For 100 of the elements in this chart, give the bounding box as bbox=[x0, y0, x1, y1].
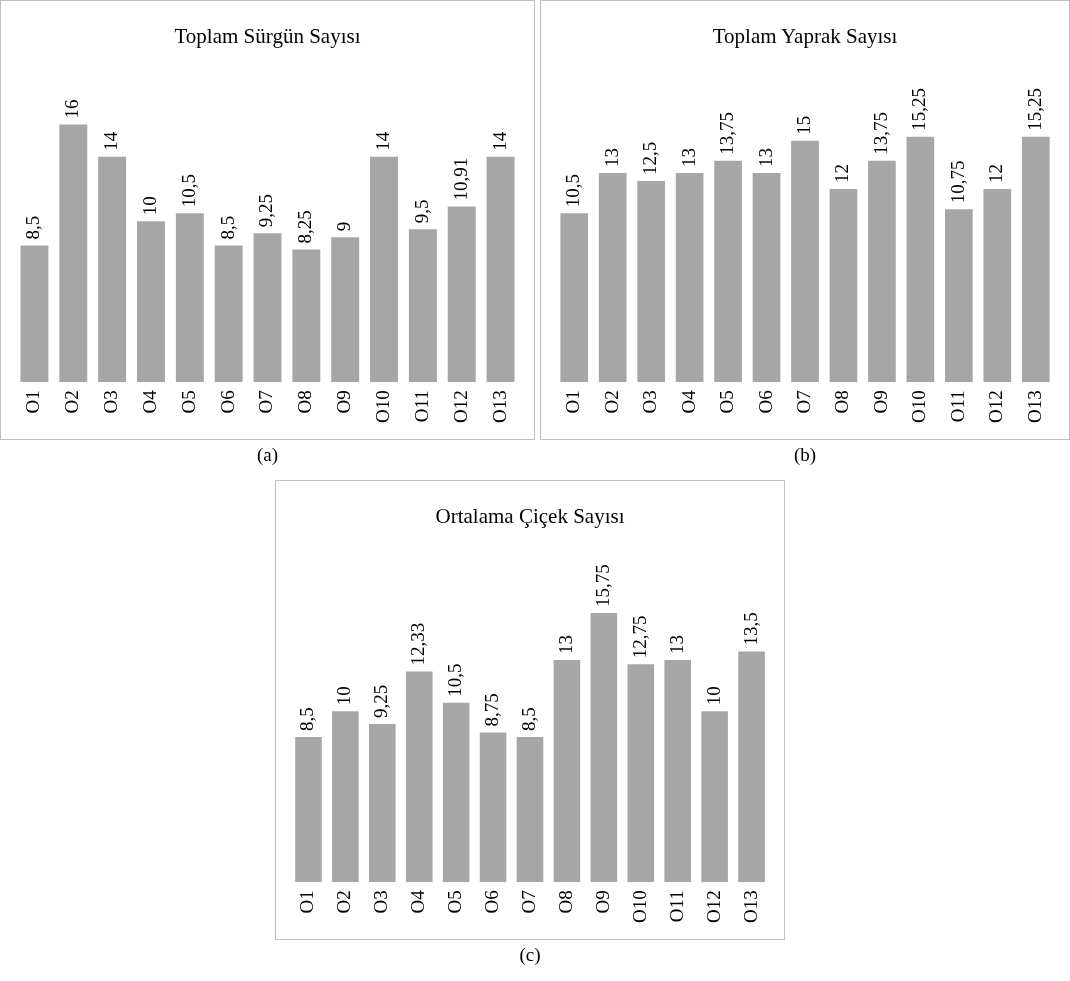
bar bbox=[447, 206, 476, 383]
data-label: 15,25 bbox=[908, 87, 930, 131]
bar bbox=[560, 213, 589, 383]
data-label: 10,5 bbox=[562, 173, 584, 208]
data-label: 12 bbox=[985, 164, 1007, 184]
bar bbox=[868, 160, 896, 383]
bar bbox=[598, 172, 627, 383]
data-label: 10,75 bbox=[946, 160, 968, 204]
data-label: 8,25 bbox=[294, 210, 316, 244]
chart-title: Toplam Yaprak Sayısı bbox=[712, 24, 898, 49]
bar bbox=[175, 213, 204, 383]
bar bbox=[98, 156, 127, 383]
data-label: 13,5 bbox=[739, 612, 761, 646]
data-label: 15 bbox=[792, 115, 814, 135]
x-tick-label: O2 bbox=[61, 390, 83, 414]
x-tick-label: O4 bbox=[677, 389, 699, 414]
bar bbox=[516, 736, 544, 883]
x-tick-label: O9 bbox=[869, 390, 891, 414]
x-tick-label: O13 bbox=[739, 890, 761, 924]
bar bbox=[664, 659, 691, 883]
x-tick-label: O7 bbox=[255, 390, 277, 414]
x-tick-label: O6 bbox=[754, 390, 776, 414]
x-tick-label: O10 bbox=[908, 390, 930, 424]
data-label: 13 bbox=[677, 147, 699, 167]
x-tick-label: O12 bbox=[985, 390, 1007, 424]
data-label: 8,5 bbox=[22, 215, 44, 240]
data-label: 13,75 bbox=[716, 112, 738, 155]
data-label: 9 bbox=[333, 221, 355, 232]
bar bbox=[405, 671, 433, 883]
data-label: 14 bbox=[372, 131, 394, 151]
data-label: 12,5 bbox=[639, 141, 661, 175]
text: (a) bbox=[255, 444, 280, 466]
bar bbox=[20, 245, 49, 383]
bar bbox=[59, 124, 88, 383]
bar bbox=[714, 160, 742, 383]
chart-title: Ortalama Çiçek Sayısı bbox=[435, 504, 625, 529]
x-tick-label: O13 bbox=[1023, 390, 1045, 424]
x-tick-label: O4 bbox=[407, 889, 429, 914]
x-tick-label: O11 bbox=[665, 890, 687, 923]
x-tick-label: O9 bbox=[591, 890, 613, 914]
x-tick-label: O2 bbox=[600, 390, 622, 414]
x-tick-label: O3 bbox=[370, 890, 392, 914]
bar bbox=[738, 651, 765, 883]
x-tick-label: O11 bbox=[410, 390, 432, 423]
bar bbox=[829, 189, 858, 383]
data-label: 14 bbox=[488, 131, 510, 151]
bar bbox=[214, 245, 243, 383]
data-label: 10,5 bbox=[177, 173, 199, 208]
x-tick-label: O8 bbox=[554, 890, 576, 914]
data-label: 9,25 bbox=[370, 684, 392, 719]
data-label: 13 bbox=[554, 634, 576, 654]
bar bbox=[486, 156, 515, 383]
bar bbox=[553, 659, 581, 883]
data-label: 8,5 bbox=[216, 215, 238, 240]
bar bbox=[331, 237, 360, 383]
data-label: 10,5 bbox=[444, 663, 466, 697]
data-label: 13,75 bbox=[869, 112, 891, 155]
data-label: 13 bbox=[754, 147, 776, 167]
x-tick-label: O10 bbox=[372, 390, 394, 424]
data-label: 12,33 bbox=[407, 622, 429, 666]
x-tick-label: O1 bbox=[22, 390, 44, 414]
bar bbox=[292, 249, 321, 383]
data-label: 10 bbox=[333, 686, 355, 706]
bar bbox=[136, 221, 165, 383]
data-label: 8,5 bbox=[296, 707, 318, 731]
x-tick-label: O7 bbox=[792, 390, 814, 414]
bar bbox=[637, 180, 665, 383]
bar bbox=[906, 136, 935, 383]
x-tick-label: O6 bbox=[481, 890, 503, 914]
x-tick-label: O2 bbox=[333, 890, 355, 914]
x-tick-label: O12 bbox=[449, 390, 471, 424]
data-label: 16 bbox=[61, 99, 83, 119]
data-label: 15,25 bbox=[1023, 87, 1045, 131]
data-label: 10 bbox=[702, 686, 724, 706]
x-tick-label: O6 bbox=[216, 390, 238, 414]
x-tick-label: O4 bbox=[138, 389, 160, 414]
x-tick-label: O10 bbox=[628, 890, 650, 924]
bar bbox=[983, 189, 1012, 383]
x-tick-label: O13 bbox=[488, 390, 510, 424]
bar bbox=[479, 732, 507, 883]
bar bbox=[332, 711, 359, 883]
bar bbox=[590, 612, 618, 883]
bar bbox=[945, 209, 973, 383]
bar bbox=[752, 172, 781, 383]
x-tick-label: O5 bbox=[177, 390, 199, 414]
data-label: 8,5 bbox=[517, 707, 539, 731]
x-tick-label: O8 bbox=[831, 390, 853, 414]
x-tick-label: O8 bbox=[294, 390, 316, 414]
x-tick-label: O1 bbox=[562, 390, 584, 414]
text: (b) bbox=[792, 444, 818, 466]
x-tick-label: O5 bbox=[716, 390, 738, 414]
bar bbox=[701, 711, 728, 883]
bar bbox=[442, 702, 470, 883]
x-tick-label: O11 bbox=[946, 390, 968, 423]
chart-title: Toplam Sürgün Sayısı bbox=[174, 24, 361, 49]
data-label: 13 bbox=[600, 147, 622, 167]
bar bbox=[370, 156, 399, 383]
x-tick-label: O3 bbox=[100, 390, 122, 414]
data-label: 13 bbox=[665, 634, 687, 654]
x-tick-label: O5 bbox=[444, 890, 466, 914]
